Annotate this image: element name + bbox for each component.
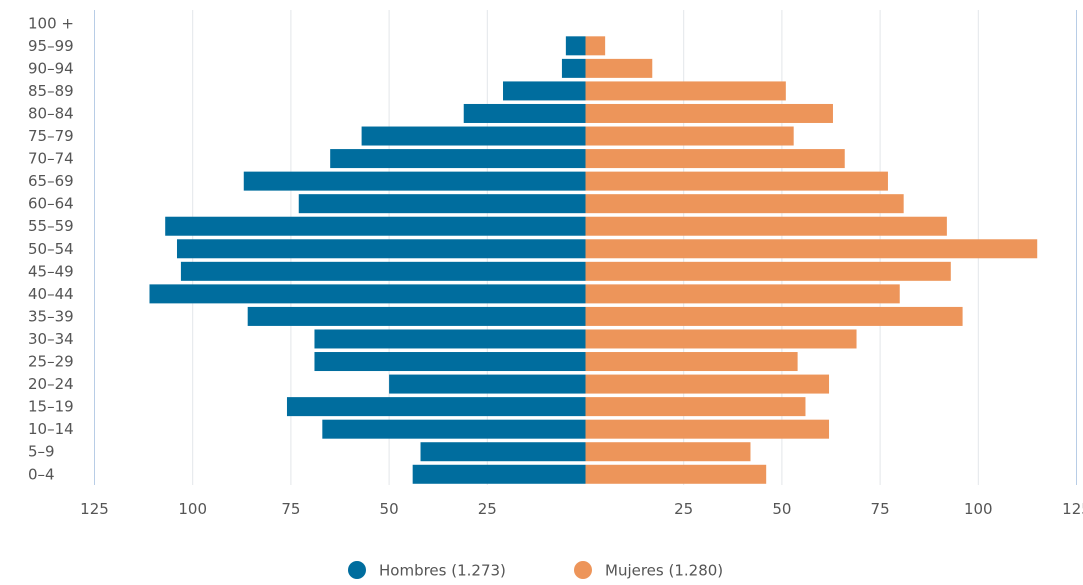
- y-tick-label: 5–9: [28, 443, 55, 461]
- bar-mujeres-25–29[interactable]: [585, 352, 798, 372]
- x-tick-label: 50: [772, 500, 791, 518]
- bar-mujeres-40–44[interactable]: [585, 284, 900, 304]
- bar-mujeres-10–14[interactable]: [585, 419, 830, 439]
- bar-hombres-90–94[interactable]: [561, 58, 586, 78]
- legend-label: Hombres (1.273): [379, 562, 506, 580]
- y-tick-label: 70–74: [28, 150, 74, 168]
- bar-mujeres-45–49[interactable]: [585, 261, 951, 281]
- y-tick-label: 80–84: [28, 104, 74, 122]
- y-tick-label: 65–69: [28, 172, 74, 190]
- bar-mujeres-0–4[interactable]: [585, 464, 767, 484]
- y-tick-label: 30–34: [28, 330, 74, 348]
- legend-label: Mujeres (1.280): [605, 562, 723, 580]
- x-tick-label: 100: [178, 500, 207, 518]
- y-axis-labels: 0–4 5–9 10–14 15–19 20–24 25–29 30–34 35–39 40–4…: [28, 14, 74, 483]
- y-tick-label: 95–99: [28, 37, 74, 55]
- bar-mujeres-20–24[interactable]: [585, 374, 830, 394]
- bar-hombres-15–19[interactable]: [286, 397, 586, 417]
- y-tick-label: 50–54: [28, 240, 74, 258]
- bar-hombres-0–4[interactable]: [412, 464, 586, 484]
- y-tick-label: 10–14: [28, 420, 74, 438]
- bar-hombres-80–84[interactable]: [463, 103, 586, 123]
- bar-mujeres-95–99[interactable]: [585, 36, 606, 56]
- legend-marker: [574, 561, 592, 579]
- y-tick-label: 35–39: [28, 307, 74, 325]
- bar-hombres-20–24[interactable]: [389, 374, 586, 394]
- bar-mujeres-85–89[interactable]: [585, 81, 786, 101]
- bar-hombres-75–79[interactable]: [361, 126, 586, 146]
- bar-mujeres-70–74[interactable]: [585, 149, 845, 169]
- bar-mujeres-50–54[interactable]: [585, 239, 1038, 259]
- x-tick-label: 25: [674, 500, 693, 518]
- bar-mujeres-60–64[interactable]: [585, 194, 904, 214]
- bar-hombres-5–9[interactable]: [420, 442, 586, 462]
- y-tick-label: 85–89: [28, 82, 74, 100]
- legend-item-hombres[interactable]: Hombres (1.273): [348, 561, 506, 580]
- bar-mujeres-55–59[interactable]: [585, 216, 947, 236]
- bar-mujeres-65–69[interactable]: [585, 171, 888, 191]
- legend-marker: [348, 561, 366, 579]
- bar-mujeres-5–9[interactable]: [585, 442, 751, 462]
- bar-hombres-60–64[interactable]: [298, 194, 586, 214]
- legend[interactable]: Hombres (1.273) Mujeres (1.280): [348, 561, 723, 580]
- bar-hombres-25–29[interactable]: [314, 352, 586, 372]
- bar-hombres-40–44[interactable]: [149, 284, 586, 304]
- bar-mujeres-75–79[interactable]: [585, 126, 794, 146]
- y-tick-label: 100 +: [28, 14, 74, 32]
- y-tick-label: 0–4: [28, 465, 55, 483]
- x-tick-label: 75: [281, 500, 300, 518]
- y-tick-label: 75–79: [28, 127, 74, 145]
- bar-hombres-55–59[interactable]: [165, 216, 586, 236]
- y-tick-label: 90–94: [28, 59, 74, 77]
- bar-mujeres-30–34[interactable]: [585, 329, 857, 349]
- x-axis-labels: 125 100 75 50 25 25 50 75 100 125: [80, 500, 1083, 518]
- bar-hombres-35–39[interactable]: [247, 306, 586, 326]
- x-tick-label: 25: [478, 500, 497, 518]
- x-tick-label: 125: [80, 500, 109, 518]
- y-tick-label: 15–19: [28, 398, 74, 416]
- bar-hombres-50–54[interactable]: [176, 239, 586, 259]
- bar-hombres-70–74[interactable]: [330, 149, 586, 169]
- x-tick-label: 100: [964, 500, 993, 518]
- bar-hombres-95–99[interactable]: [565, 36, 586, 56]
- mujeres-bars: [585, 36, 1038, 484]
- hombres-bars: [149, 36, 586, 484]
- bar-hombres-45–49[interactable]: [180, 261, 586, 281]
- bar-hombres-85–89[interactable]: [503, 81, 586, 101]
- x-tick-label: 75: [871, 500, 890, 518]
- bar-hombres-10–14[interactable]: [322, 419, 586, 439]
- x-tick-label: 50: [380, 500, 399, 518]
- bar-mujeres-35–39[interactable]: [585, 306, 963, 326]
- x-tick-label: 125: [1062, 500, 1083, 518]
- y-tick-label: 55–59: [28, 217, 74, 235]
- y-tick-label: 60–64: [28, 195, 74, 213]
- y-tick-label: 20–24: [28, 375, 74, 393]
- bar-mujeres-80–84[interactable]: [585, 103, 833, 123]
- y-tick-label: 40–44: [28, 285, 74, 303]
- bar-mujeres-90–94[interactable]: [585, 58, 653, 78]
- bar-mujeres-15–19[interactable]: [585, 397, 806, 417]
- bar-hombres-65–69[interactable]: [243, 171, 586, 191]
- y-tick-label: 25–29: [28, 353, 74, 371]
- y-tick-label: 45–49: [28, 262, 74, 280]
- legend-item-mujeres[interactable]: Mujeres (1.280): [574, 561, 723, 580]
- bar-hombres-30–34[interactable]: [314, 329, 586, 349]
